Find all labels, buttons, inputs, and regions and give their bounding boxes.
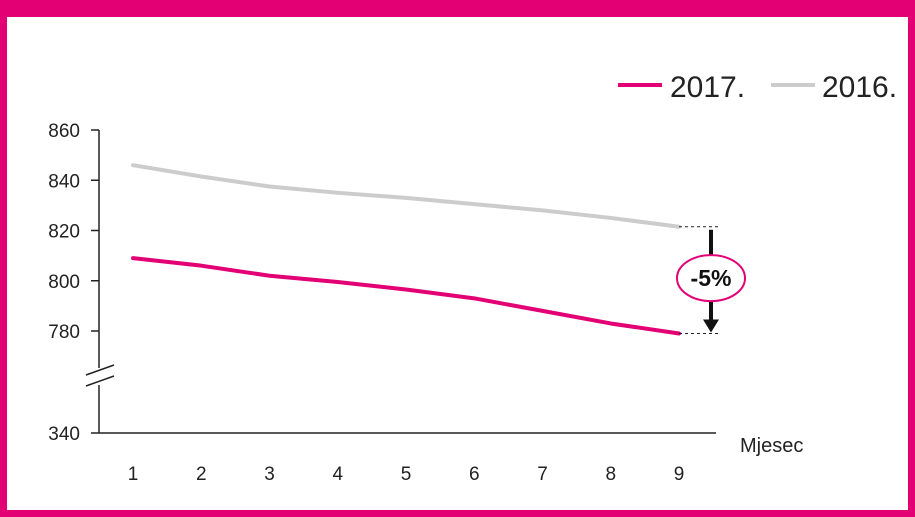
legend-label-2016: 2016. xyxy=(822,71,897,104)
x-axis-label: Mjesec xyxy=(740,435,803,457)
x-tick-label-5: 5 xyxy=(401,464,412,485)
y-axis-break-mark-2 xyxy=(85,375,115,387)
x-tick-label-9: 9 xyxy=(674,464,685,485)
y-tick-label-860: 860 xyxy=(48,121,80,142)
x-tick-label-4: 4 xyxy=(332,464,343,485)
y-tick-label-820: 820 xyxy=(48,222,80,243)
x-tick-label-7: 7 xyxy=(537,464,548,485)
annotation-badge xyxy=(676,254,746,303)
x-tick-label-6: 6 xyxy=(469,464,480,485)
y-axis-break-mark-1 xyxy=(85,364,115,376)
x-tick-label-3: 3 xyxy=(264,464,275,485)
legend: 2017. 2016. xyxy=(618,71,897,104)
annotation-arrow-head xyxy=(703,319,719,333)
series-layer xyxy=(131,163,681,336)
y-tick-label-340: 340 xyxy=(48,424,80,445)
y-tick-label-840: 840 xyxy=(48,171,80,192)
x-tick-label-1: 1 xyxy=(128,464,139,485)
legend-label-2017: 2017. xyxy=(670,71,745,104)
x-tick-label-8: 8 xyxy=(605,464,616,485)
annotation-layer: -5% xyxy=(676,226,746,335)
y-tick-label-800: 800 xyxy=(48,272,80,293)
series-line-2017 xyxy=(131,256,681,336)
y-tick-label-780: 780 xyxy=(48,322,80,343)
annotation-label: -5% xyxy=(691,265,732,291)
y-ticks: 860 840 820 800 780 340 xyxy=(48,121,99,445)
x-tick-label-2: 2 xyxy=(196,464,207,485)
series-line-2016 xyxy=(131,163,681,229)
x-ticks: 1 2 3 4 5 6 7 8 9 xyxy=(128,464,685,485)
